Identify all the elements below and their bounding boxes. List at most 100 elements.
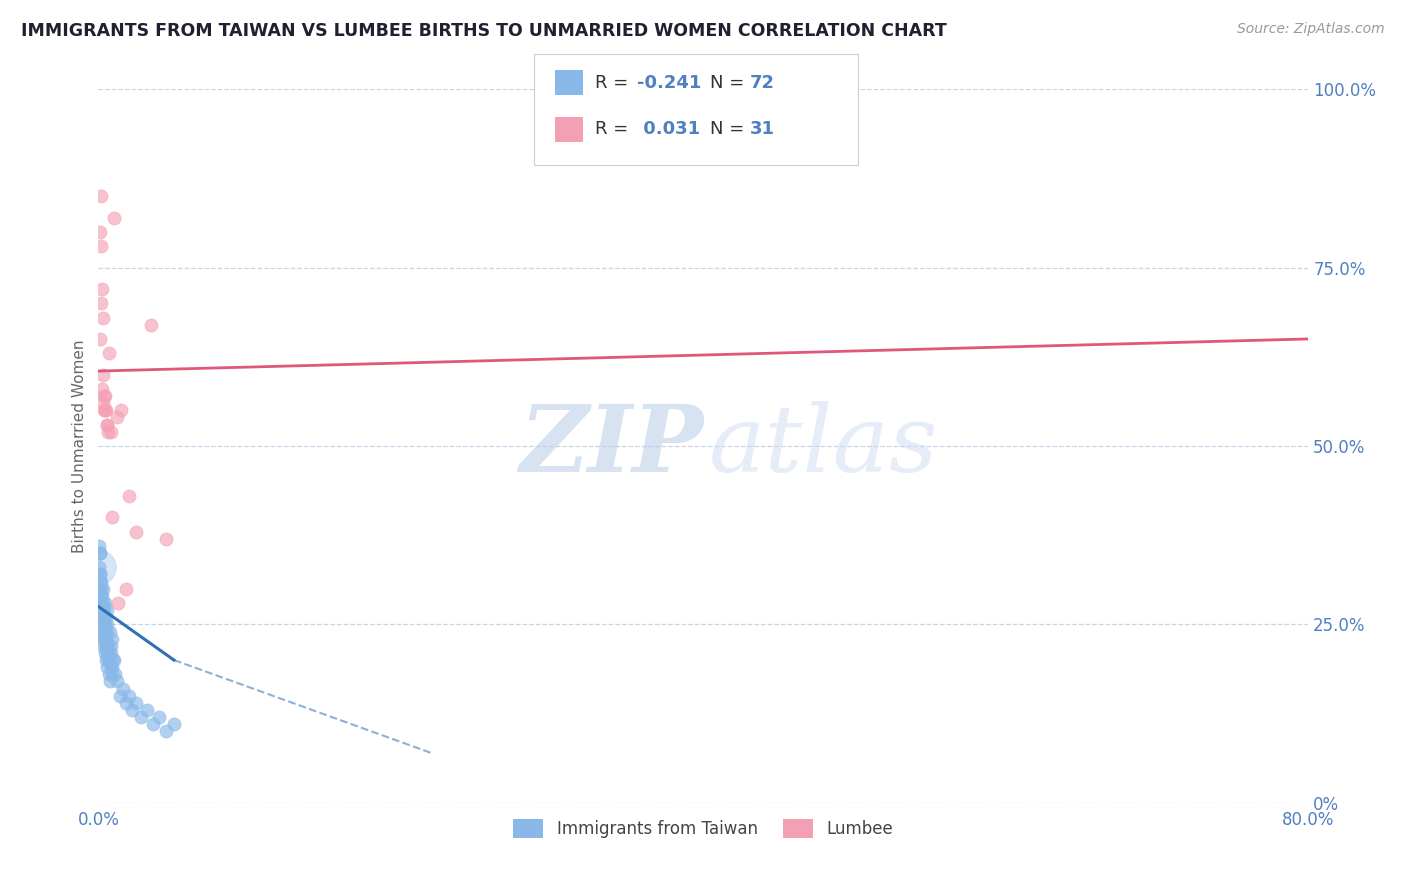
Point [93,389,115,403]
Point [89,560,111,574]
Point [90,239,112,253]
Text: -0.241: -0.241 [637,74,702,92]
Point [97,639,120,653]
Point [93,639,115,653]
Point [100,425,122,439]
Point [98,653,121,667]
Point [93,603,115,617]
Point [94,617,117,632]
Text: 31: 31 [749,120,775,138]
Text: N =: N = [710,74,749,92]
Point [90,610,112,624]
Point [94,639,117,653]
Point [90,582,112,596]
Point [91,368,114,382]
Point [90,574,112,589]
Point [111,681,134,696]
Point [93,632,115,646]
Point [89,546,111,560]
Text: R =: R = [595,120,634,138]
Point [97,653,120,667]
Y-axis label: Births to Unmarried Women: Births to Unmarried Women [72,339,87,553]
Point [101,660,124,674]
Point [90,296,112,310]
Point [94,403,117,417]
Point [108,689,131,703]
Point [94,403,117,417]
Text: ZIP: ZIP [519,401,703,491]
Point [107,596,129,610]
Point [105,674,128,689]
Point [91,610,114,624]
Point [90,603,112,617]
Point [98,346,121,360]
Point [89,574,111,589]
Point [93,403,115,417]
Point [105,410,128,425]
Point [101,510,124,524]
Point [93,610,115,624]
Point [96,617,118,632]
Point [89,560,111,574]
Point [141,318,163,332]
Point [89,567,111,582]
Legend: Immigrants from Taiwan, Lumbee: Immigrants from Taiwan, Lumbee [506,812,900,845]
Point [125,696,148,710]
Point [89,567,111,582]
Point [93,617,115,632]
Point [91,396,114,410]
Text: 0.031: 0.031 [637,120,700,138]
Point [98,646,121,660]
Point [91,282,114,296]
Point [121,703,143,717]
Point [90,603,112,617]
Point [91,589,114,603]
Point [540,103,562,118]
Point [90,589,112,603]
Point [98,624,121,639]
Point [94,624,117,639]
Point [97,667,120,681]
Point [163,717,186,731]
Text: 72: 72 [749,74,775,92]
Point [89,582,111,596]
Point [103,653,125,667]
Text: IMMIGRANTS FROM TAIWAN VS LUMBEE BIRTHS TO UNMARRIED WOMEN CORRELATION CHART: IMMIGRANTS FROM TAIWAN VS LUMBEE BIRTHS … [21,22,946,40]
Point [96,660,118,674]
Point [89,332,111,346]
Point [96,632,118,646]
Point [114,696,136,710]
Point [89,596,111,610]
Point [94,389,117,403]
Point [155,532,177,546]
Text: R =: R = [595,74,634,92]
Point [90,382,112,396]
Point [91,582,114,596]
Point [96,646,118,660]
Point [104,667,127,681]
Point [94,646,117,660]
Point [94,653,117,667]
Point [135,703,157,717]
Point [94,610,117,624]
Point [101,632,124,646]
Point [91,624,114,639]
Point [96,639,118,653]
Point [114,582,136,596]
Point [148,710,170,724]
Point [100,660,122,674]
Point [110,403,132,417]
Point [89,546,111,560]
Point [101,653,124,667]
Point [91,596,114,610]
Point [90,189,112,203]
Point [100,646,122,660]
Point [91,310,114,325]
Point [89,539,111,553]
Text: Source: ZipAtlas.com: Source: ZipAtlas.com [1237,22,1385,37]
Point [91,624,114,639]
Text: atlas: atlas [709,401,939,491]
Point [118,489,141,503]
Point [97,425,120,439]
Point [96,624,118,639]
